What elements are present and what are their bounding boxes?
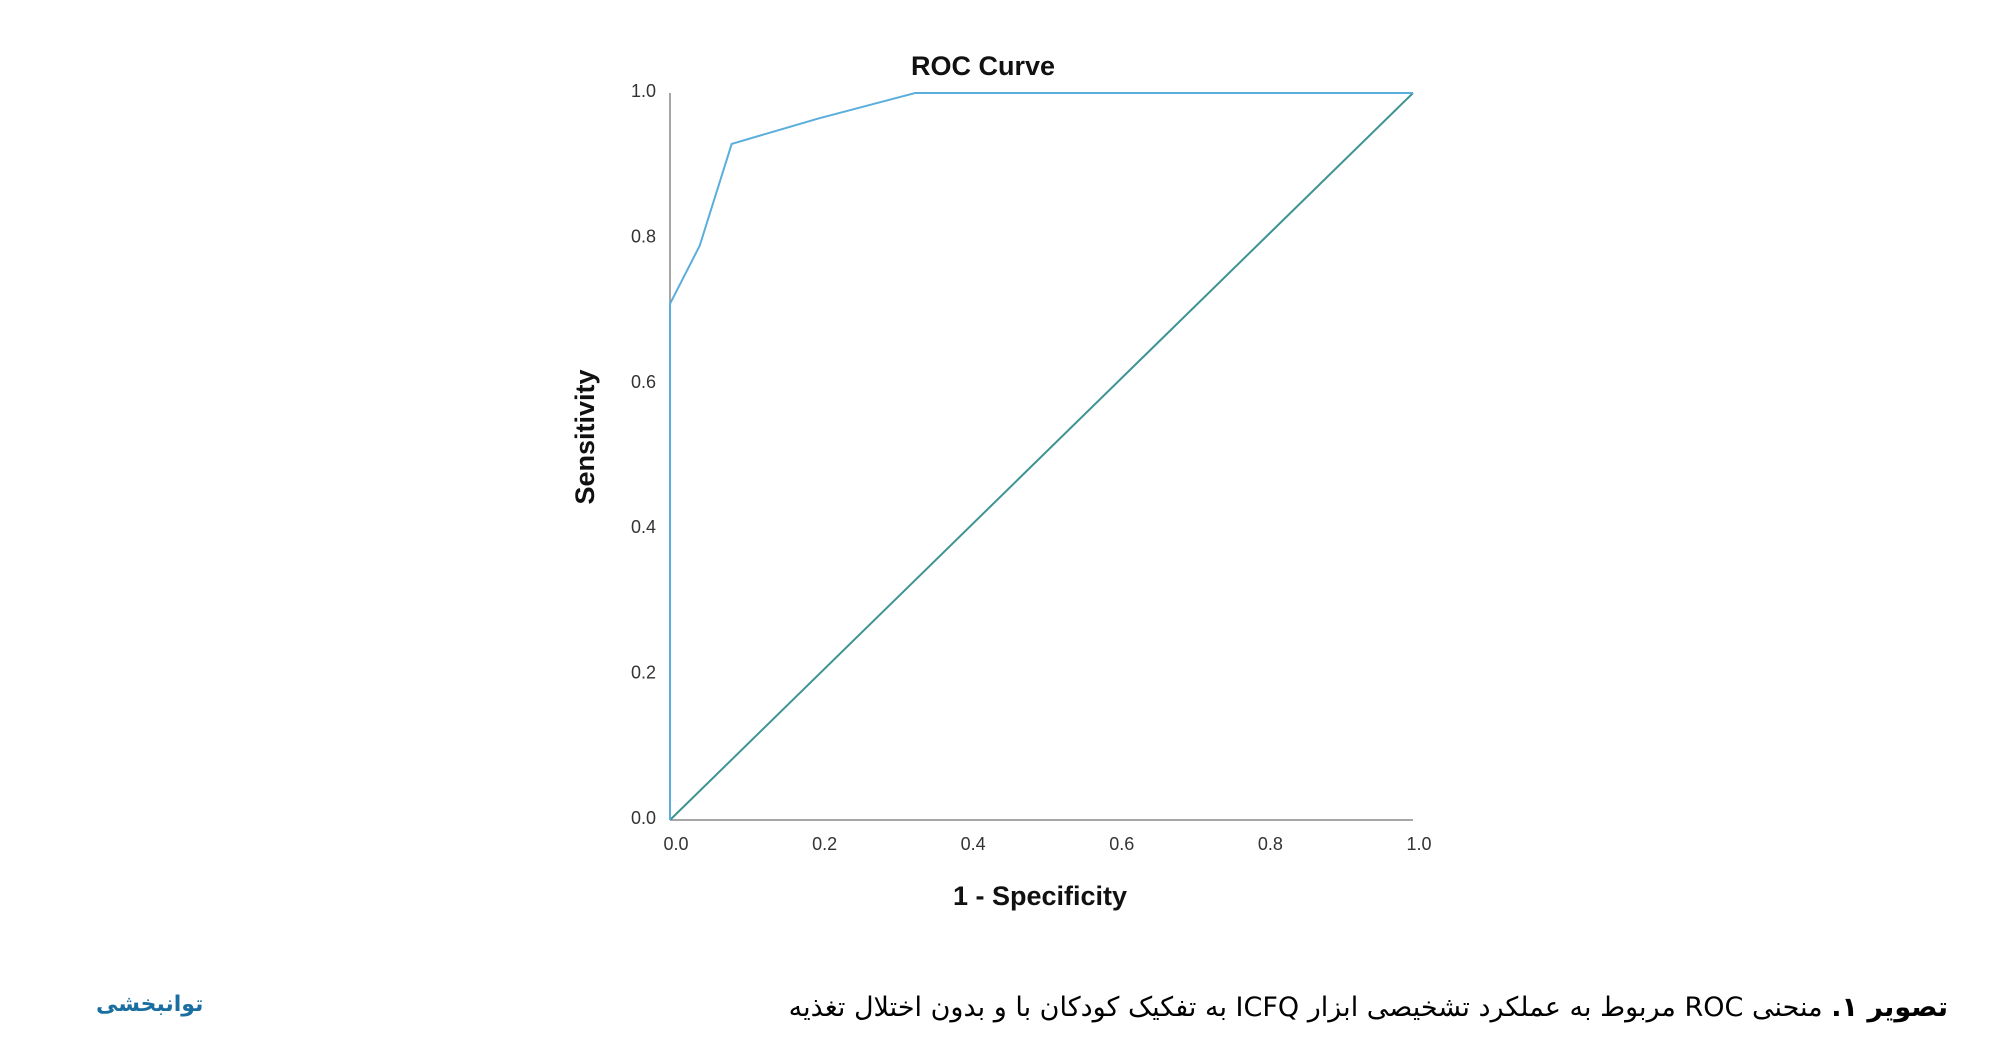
figure-caption: تصویر ۱. منحنی ROC مربوط به عملکرد تشخیص… [789,992,1948,1023]
y-axis-label: Sensitivity [570,369,600,504]
caption-label: تصویر ۱. [1831,992,1948,1023]
x-tick-label: 0.8 [1258,834,1283,854]
series-line-reference-line [669,92,1414,821]
y-tick-label: 0.8 [631,226,656,246]
series-line-roc [669,92,1413,820]
x-tick-label: 0.0 [663,834,688,854]
x-tick-label: 1.0 [1406,834,1431,854]
y-tick-label: 0.6 [631,372,656,392]
y-tick-label: 1.0 [631,81,656,101]
journal-logo: توانبخشی [96,992,204,1017]
y-tick-label: 0.2 [631,663,656,683]
x-axis-label: 1 - Specificity [953,881,1127,911]
x-tick-label: 0.6 [1109,834,1134,854]
caption-text: منحنی ROC مربوط به عملکرد تشخیصی ابزار I… [788,992,1823,1023]
y-tick-label: 0.4 [631,517,656,537]
x-tick-label: 0.2 [812,834,837,854]
roc-chart: 0.0 0.2 0.4 0.6 0.8 1.0 0.0 0.2 0.4 0.6 0.8 1.0 ROC … [570,51,1432,911]
y-tick-label: 0.0 [631,808,656,828]
x-tick-label: 0.4 [961,834,986,854]
chart-title: ROC Curve [911,51,1055,81]
